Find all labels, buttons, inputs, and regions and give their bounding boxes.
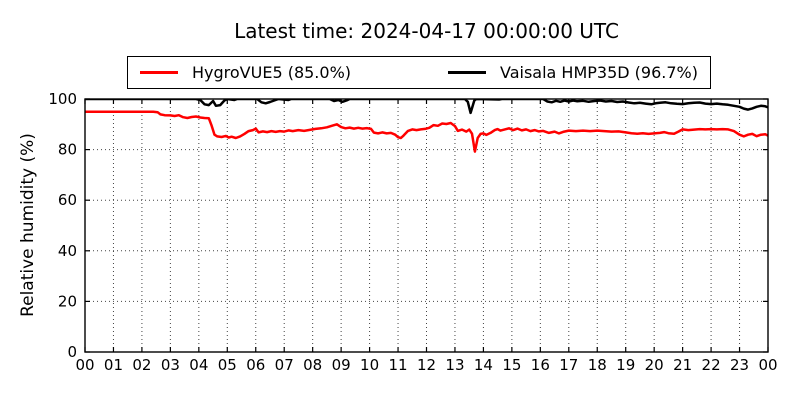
x-tick-label: 15 [502, 356, 521, 374]
x-tick-label: 04 [189, 356, 208, 374]
x-tick-label: 18 [588, 356, 607, 374]
legend: HygroVUE5 (85.0%) Vaisala HMP35D (96.7%) [127, 56, 711, 89]
x-tick-label: 14 [474, 356, 493, 374]
legend-label-hygrovue5: HygroVUE5 (85.0%) [192, 63, 352, 82]
x-tick-label: 17 [559, 356, 578, 374]
x-tick-label: 03 [161, 356, 180, 374]
x-tick-label: 08 [303, 356, 322, 374]
x-tick-label: 00 [75, 356, 94, 374]
x-tick-label: 16 [531, 356, 550, 374]
x-tick-label: 20 [645, 356, 664, 374]
y-tick-label: 100 [48, 90, 77, 108]
x-tick-label: 13 [445, 356, 464, 374]
x-tick-label: 11 [388, 356, 407, 374]
legend-entry-hygrovue5: HygroVUE5 (85.0%) [140, 63, 351, 82]
x-tick-label: 10 [360, 356, 379, 374]
x-tick-label: 00 [758, 356, 777, 374]
legend-label-vaisala: Vaisala HMP35D (96.7%) [500, 63, 698, 82]
y-tick-label: 80 [58, 141, 77, 159]
series-line-vaisala [85, 99, 768, 115]
legend-entry-vaisala: Vaisala HMP35D (96.7%) [448, 63, 698, 82]
plot-border [84, 98, 769, 353]
y-tick-label: 60 [58, 191, 77, 209]
chart-title: Latest time: 2024-04-17 00:00:00 UTC [234, 19, 619, 43]
x-tick-label: 21 [673, 356, 692, 374]
x-tick-label: 01 [104, 356, 123, 374]
x-tick-label: 06 [246, 356, 265, 374]
x-tick-label: 23 [730, 356, 749, 374]
y-tick-label: 20 [58, 292, 77, 310]
x-tick-label: 05 [218, 356, 237, 374]
x-tick-label: 22 [702, 356, 721, 374]
series-line-hygrovue5 [85, 110, 768, 153]
x-tick-label: 12 [417, 356, 436, 374]
y-tick-label: 40 [58, 242, 77, 260]
x-tick-label: 07 [275, 356, 294, 374]
x-tick-label: 02 [132, 356, 151, 374]
y-tick-label: 0 [67, 343, 77, 361]
legend-line-swatch-black [448, 71, 486, 74]
legend-line-swatch-red [140, 71, 178, 74]
x-tick-label: 09 [332, 356, 351, 374]
x-tick-label: 19 [616, 356, 635, 374]
